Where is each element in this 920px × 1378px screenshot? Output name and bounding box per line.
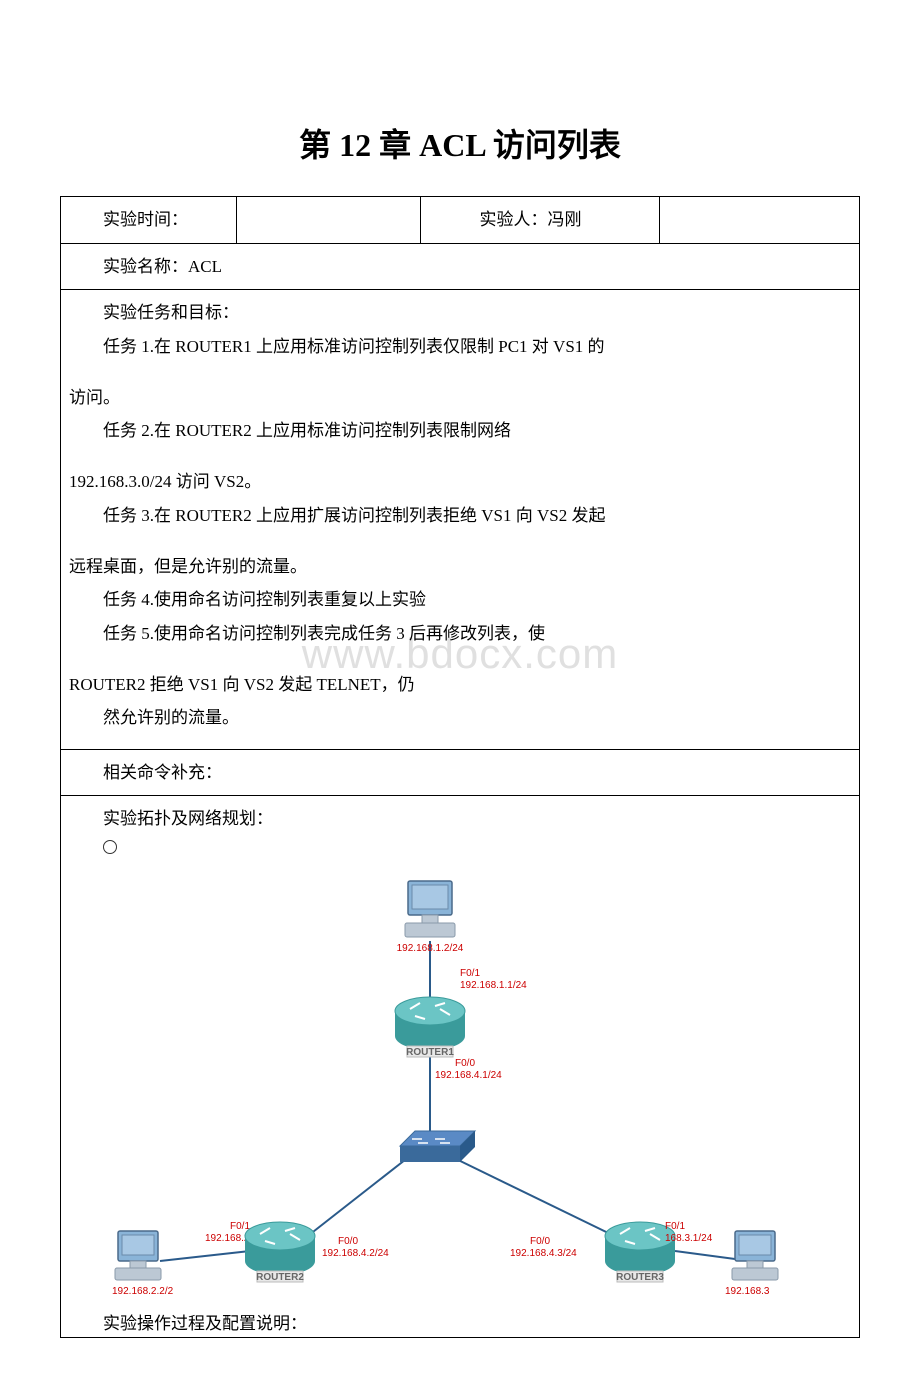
task-line: 远程桌面，但是允许别的流量。: [69, 557, 307, 576]
table-row: 相关命令补充：: [61, 749, 860, 796]
topology-cell: 实验拓扑及网络规划：: [61, 796, 860, 1338]
task-line: ROUTER2 拒绝 VS1 向 VS2 发起 TELNET，仍: [69, 675, 415, 694]
interface-label: F0/0: [530, 1236, 550, 1247]
document-content: 第 12 章 ACL 访问列表 实验时间： 实验人：冯刚 实验名称：ACL 实验…: [60, 120, 860, 1338]
ip-label: 192.168.3: [725, 1286, 770, 1297]
task-line: 任务 3.在 ROUTER2 上应用扩展访问控制列表拒绝 VS1 向 VS2 发…: [69, 503, 851, 529]
ip-label: 192.168.1.1/24: [460, 980, 527, 991]
task-line: 任务 1.在 ROUTER1 上应用标准访问控制列表仅限制 PC1 对 VS1 …: [69, 334, 851, 360]
tasks-cell: 实验任务和目标： 任务 1.在 ROUTER1 上应用标准访问控制列表仅限制 P…: [61, 290, 860, 750]
table-row: 实验任务和目标： 任务 1.在 ROUTER1 上应用标准访问控制列表仅限制 P…: [61, 290, 860, 750]
router-name: ROUTER3: [616, 1272, 664, 1283]
topology-heading: 实验拓扑及网络规划：: [69, 806, 851, 832]
pc-icon: [405, 881, 455, 937]
router-name: ROUTER2: [256, 1272, 304, 1283]
table-row: 实验拓扑及网络规划：: [61, 796, 860, 1338]
ip-label: 192.168.2.2/2: [112, 1286, 174, 1297]
page-title: 第 12 章 ACL 访问列表: [60, 120, 860, 166]
task-line: 任务 4.使用命名访问控制列表重复以上实验: [69, 587, 851, 613]
table-row: 实验时间： 实验人：冯刚: [61, 197, 860, 244]
ip-label: 192.168.4.1/24: [435, 1070, 502, 1081]
router-icon: [245, 1222, 315, 1275]
circle-marker: [103, 840, 117, 854]
task-line: 然允许别的流量。: [69, 705, 851, 731]
ip-label: 192.168.1.2/24: [397, 943, 464, 954]
time-value: [236, 197, 420, 244]
experiment-table: 实验时间： 实验人：冯刚 实验名称：ACL 实验任务和目标： 任务 1.在 RO…: [60, 196, 860, 1338]
experimenter-value: [660, 197, 860, 244]
switch-icon: [400, 1131, 475, 1162]
pc-icon: [115, 1231, 161, 1280]
ip-label: 192.168.4.2/24: [322, 1248, 389, 1259]
router-icon: [395, 997, 465, 1050]
task-line: 访问。: [69, 388, 120, 407]
task-line: 任务 5.使用命名访问控制列表完成任务 3 后再修改列表，使: [69, 621, 851, 647]
interface-label: F0/0: [455, 1058, 475, 1069]
interface-label: F0/1: [460, 968, 480, 979]
interface-label: F0/1: [665, 1221, 685, 1232]
ip-label: 168.3.1/24: [665, 1233, 713, 1244]
experimenter-label: 实验人：冯刚: [420, 197, 660, 244]
tasks-heading: 实验任务和目标：: [69, 300, 851, 326]
process-heading: 实验操作过程及配置说明：: [69, 1311, 851, 1337]
time-label: 实验时间：: [61, 197, 237, 244]
pc-icon: [732, 1231, 778, 1280]
router-name: ROUTER1: [406, 1047, 454, 1058]
ip-label: 192.168.4.3/24: [510, 1248, 577, 1259]
experiment-name: 实验名称：ACL: [61, 243, 860, 290]
interface-label: F0/0: [338, 1236, 358, 1247]
network-topology-diagram: 192.168.1.2/24 F0/1 192.168.1.1/24 ROUTE…: [100, 871, 820, 1311]
commands-cell: 相关命令补充：: [61, 749, 860, 796]
task-line: 任务 2.在 ROUTER2 上应用标准访问控制列表限制网络: [69, 418, 851, 444]
table-row: 实验名称：ACL: [61, 243, 860, 290]
task-line: 192.168.3.0/24 访问 VS2。: [69, 472, 261, 491]
